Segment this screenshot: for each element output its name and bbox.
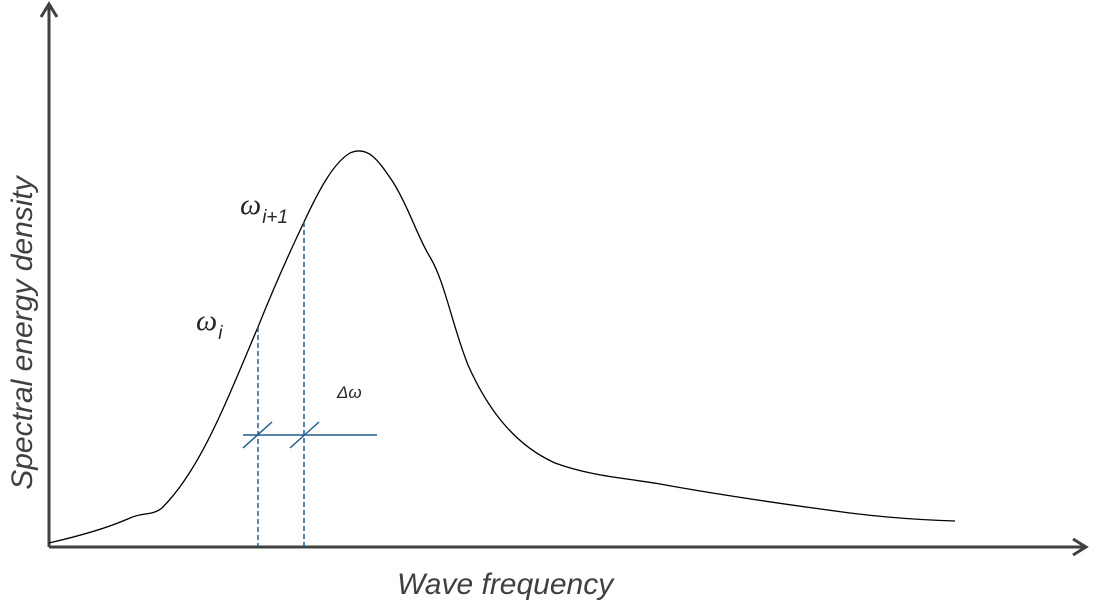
delta-omega-label: Δω <box>337 383 362 402</box>
omega-i1-symbol: ω <box>240 188 262 221</box>
spectrum-curve <box>48 150 956 544</box>
y-axis-title: Spectral energy density <box>6 176 39 490</box>
omega-i-subscript: i <box>218 323 223 344</box>
delta-omega-tick-left <box>242 421 273 449</box>
omega-i1-label: ωi+1 <box>240 188 288 228</box>
x-axis-title: Wave frequency <box>397 568 614 601</box>
delta-omega-tick-right <box>289 421 320 449</box>
x-axis-arrowhead <box>1072 537 1089 557</box>
omega-i-symbol: ω <box>196 304 218 337</box>
y-axis-arrowhead <box>39 1 59 18</box>
omega-i-label: ωi <box>196 304 222 344</box>
omega-i1-subscript: i+1 <box>262 207 289 228</box>
